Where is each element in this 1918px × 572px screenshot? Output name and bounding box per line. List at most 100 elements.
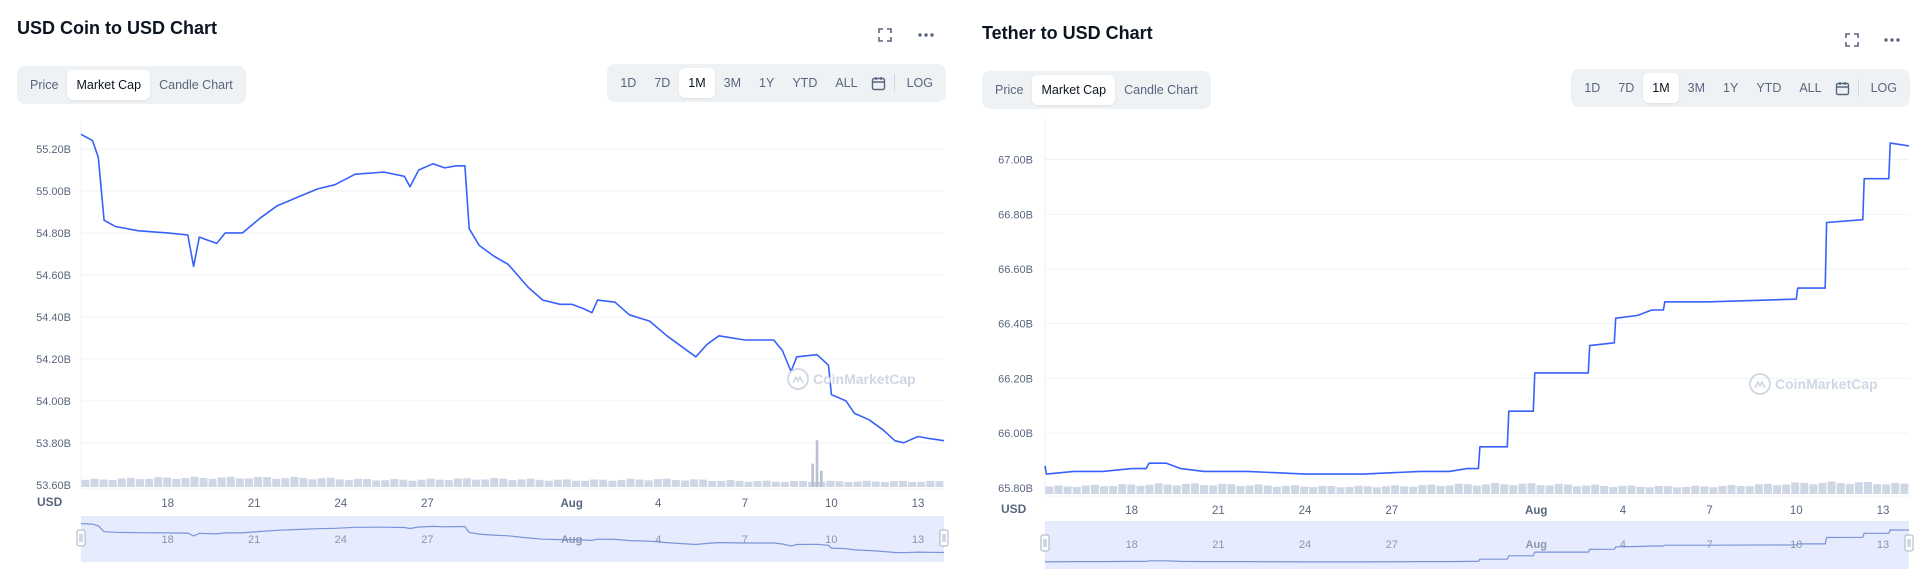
range-7d[interactable]: 7D [654, 76, 671, 90]
navigator-tick-label: Aug [1526, 539, 1547, 551]
volume-bar [1782, 484, 1791, 494]
range-all[interactable]: ALL [1799, 81, 1822, 95]
range-7d[interactable]: 7D [1618, 81, 1635, 95]
y-tick-label: 54.80B [36, 228, 71, 240]
x-tick-label: 18 [1125, 505, 1138, 517]
range-1d[interactable]: 1D [1584, 81, 1601, 95]
y-tick-label: 53.80B [36, 438, 71, 450]
volume-bar [1509, 485, 1518, 494]
range-1y[interactable]: 1Y [1723, 81, 1739, 95]
volume-bar [662, 478, 671, 487]
volume-bar [108, 479, 117, 487]
volume-bar [1318, 485, 1327, 494]
more-options-icon[interactable] [914, 23, 938, 47]
volume-bar [444, 480, 453, 487]
volume-bar [1718, 486, 1727, 494]
chart-type-tabs: Price Market Cap Candle Chart [17, 66, 246, 104]
volume-bar [1818, 482, 1827, 494]
navigator-handle[interactable] [1904, 534, 1914, 552]
y-tick-label: 66.00B [998, 428, 1033, 440]
volume-bar [1336, 487, 1345, 494]
navigator-tick-label: Aug [561, 534, 582, 546]
range-1y[interactable]: 1Y [759, 76, 775, 90]
volume-bar [1245, 485, 1254, 494]
fullscreen-icon[interactable] [873, 23, 897, 47]
volume-bar [1409, 486, 1418, 494]
volume-bar [1427, 484, 1436, 494]
tab-candle-chart[interactable]: Candle Chart [159, 78, 233, 92]
tab-market-cap[interactable]: Market Cap [1032, 75, 1116, 105]
volume-bar [1891, 482, 1900, 494]
x-tick-label: 13 [1877, 505, 1890, 517]
volume-bar [272, 478, 281, 487]
range-3m[interactable]: 3M [1687, 81, 1706, 95]
log-scale-toggle[interactable]: LOG [906, 76, 933, 90]
volume-bar [1591, 484, 1600, 494]
volume-bar [762, 480, 771, 487]
range-all[interactable]: ALL [835, 76, 858, 90]
volume-bar [1773, 485, 1781, 494]
navigator-handle[interactable] [1040, 534, 1050, 552]
range-1d[interactable]: 1D [620, 76, 637, 90]
volume-bar [136, 479, 144, 487]
range-ytd[interactable]: YTD [1756, 81, 1782, 95]
volume-bar [1191, 483, 1199, 494]
volume-bar [1145, 484, 1154, 494]
volume-bar [653, 479, 662, 487]
x-tick-label: 27 [421, 498, 434, 510]
volume-bar [581, 480, 590, 487]
more-options-icon[interactable] [1880, 28, 1904, 52]
navigator-handle[interactable] [76, 529, 86, 547]
volume-bar [1354, 485, 1363, 494]
volume-bar [1618, 485, 1627, 494]
volume-bar [635, 479, 644, 487]
navigator-tick-label: 21 [1212, 539, 1224, 551]
volume-bar [453, 478, 462, 487]
range-ytd[interactable]: YTD [792, 76, 818, 90]
volume-bar [608, 480, 617, 487]
navigator-tick-label: 10 [1790, 539, 1802, 551]
navigator-handle[interactable] [939, 529, 949, 547]
volume-bar [363, 478, 371, 487]
volume-bar [671, 480, 680, 487]
y-tick-label: 65.80B [998, 483, 1033, 495]
volume-bar [335, 479, 344, 487]
x-tick-label: 21 [1212, 505, 1225, 517]
volume-bar [1518, 483, 1527, 494]
tab-market-cap[interactable]: Market Cap [67, 70, 151, 100]
tab-price[interactable]: Price [995, 83, 1024, 97]
x-tick-label: 4 [655, 498, 662, 510]
volume-bar [826, 480, 835, 487]
range-1m[interactable]: 1M [1643, 73, 1679, 103]
volume-bar [281, 478, 290, 487]
volume-bar [526, 478, 535, 487]
range-1m[interactable]: 1M [679, 68, 715, 98]
time-range-tabs: 1D 7D 1M 3M 1Y YTD ALL LOG [607, 64, 946, 102]
volume-bar [1791, 482, 1800, 494]
navigator-line [1044, 529, 1910, 563]
volume-bar [1218, 483, 1227, 494]
navigator-handle-box [1904, 534, 1914, 552]
navigator-tick-label: 7 [1707, 539, 1713, 551]
currency-label: USD [1001, 502, 1027, 516]
navigator-tick-label: 27 [1386, 539, 1398, 551]
range-3m[interactable]: 3M [723, 76, 742, 90]
volume-bar [1081, 485, 1090, 494]
volume-bar [1436, 485, 1445, 494]
tab-candle-chart[interactable]: Candle Chart [1124, 83, 1198, 97]
watermark-logo-mark [1754, 380, 1766, 389]
market-cap-line [1044, 142, 1910, 475]
volume-bar [1500, 484, 1509, 494]
volume-bar [1472, 485, 1481, 494]
log-scale-toggle[interactable]: LOG [1870, 81, 1897, 95]
volume-bar [1054, 485, 1063, 494]
tab-price[interactable]: Price [30, 78, 59, 92]
fullscreen-icon[interactable] [1840, 28, 1864, 52]
calendar-icon[interactable] [867, 68, 891, 98]
volume-bar [435, 479, 444, 487]
volume-bar [1709, 487, 1718, 494]
volume-bar [1372, 487, 1381, 494]
volume-bar [562, 479, 571, 487]
navigator-line [80, 523, 945, 554]
calendar-icon[interactable] [1831, 73, 1855, 103]
